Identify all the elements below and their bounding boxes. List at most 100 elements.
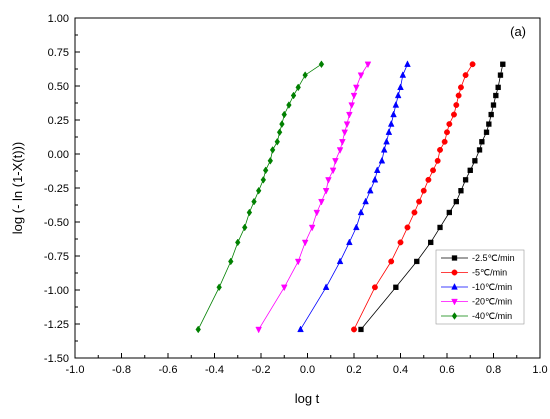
x-tick-label: -0.2 [252,364,271,376]
data-point [332,158,339,165]
data-point [348,102,355,109]
data-point [274,137,280,146]
series-1 [358,61,506,333]
data-point [446,121,453,128]
data-point [455,92,462,99]
data-point [295,83,301,92]
data-point [322,188,330,195]
data-point [318,198,325,206]
data-point [469,61,476,68]
data-point [351,326,357,333]
data-point [399,71,407,78]
data-point [479,139,485,145]
data-point [371,284,378,291]
data-point [260,176,267,184]
data-point [235,238,241,247]
data-point [255,186,262,195]
data-point [458,84,464,91]
data-point [476,147,483,153]
data-point [500,61,506,67]
x-tick-label: -0.6 [159,364,178,376]
data-point [434,157,441,164]
data-point [472,158,478,164]
data-point [336,257,344,265]
data-point [390,110,397,118]
data-point [437,146,443,153]
legend-marker [451,283,458,290]
legend-marker [451,298,458,306]
data-point [336,147,344,154]
data-point [353,223,360,231]
data-point [276,128,283,137]
legend: -2.5℃/min -5℃/min -10℃/min -20℃/min -40℃/min [435,249,525,325]
data-point [488,111,494,118]
data-point [246,208,253,217]
data-point [297,325,304,333]
data-point [383,137,390,145]
legend-marker [451,312,458,320]
data-point [380,145,388,153]
y-tick-label: -1.50 [44,353,69,365]
legend-label: -5℃/min [472,268,507,278]
data-point [387,120,395,127]
series-2 [351,61,476,333]
legend-marker [451,255,458,261]
data-point [428,239,434,246]
data-point [346,111,353,119]
data-point [280,284,288,292]
data-point [251,197,257,206]
series-5 [195,60,325,334]
x-tick-label: 0.0 [300,364,315,376]
data-point [462,177,469,183]
x-tick-label: 0.6 [439,364,454,376]
data-point [371,175,379,183]
data-point [497,72,504,78]
data-point [366,186,374,194]
data-point [281,110,287,119]
data-point [341,129,349,137]
data-point [346,238,353,246]
y-tick-label: 1.00 [48,13,69,25]
y-tick-label: -1.25 [44,319,69,331]
data-point [420,187,427,194]
data-point [339,139,346,146]
data-point [393,284,399,290]
data-point [441,138,448,145]
data-point [313,209,321,217]
series-layer [195,60,506,334]
data-point [495,84,501,91]
data-point [279,120,285,128]
data-point [357,72,365,80]
data-point [425,176,432,183]
y-tick-label: 0.75 [48,47,69,59]
data-point [483,129,490,135]
x-tick-label: 1.0 [532,364,547,376]
data-point [392,101,400,108]
x-tick-label: -0.8 [112,364,131,376]
data-point [416,198,423,205]
data-point [322,283,330,290]
x-axis-ticks: -1.0 -0.8 -0.6 -0.4 -0.2 0.0 0.2 0.4 0.6 0.8 1.0 [66,353,548,376]
y-tick-label: 0.25 [48,115,69,127]
data-point [453,198,459,205]
data-point [388,258,395,265]
panel-label: (a) [510,24,526,39]
data-point [493,92,499,99]
data-point [404,60,411,67]
data-point [318,60,325,69]
data-point [462,72,469,79]
x-tick-label: 0.8 [486,364,501,376]
y-tick-label: 0.00 [48,149,69,161]
data-point [329,167,337,175]
data-point [362,197,369,205]
data-point [262,166,269,175]
y-axis-title: log (- ln (1-X(t))) [10,142,25,234]
x-axis-title: log t [295,391,320,406]
data-point [411,209,418,216]
data-point [294,258,302,266]
data-point [267,156,274,165]
data-point [325,177,332,184]
data-point [350,92,358,100]
